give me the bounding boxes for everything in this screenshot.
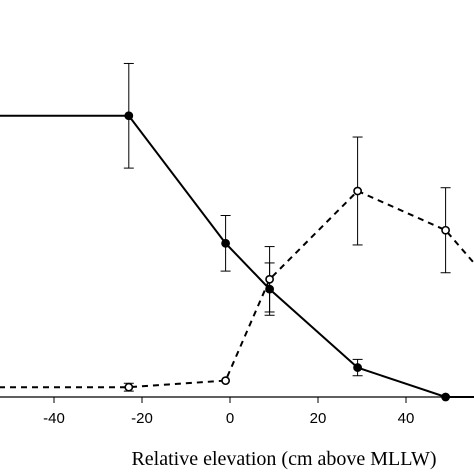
data-point: [265, 274, 274, 284]
data-point: [353, 186, 362, 196]
data-point: [353, 363, 362, 372]
series-group: [0, 62, 474, 402]
series-line: [0, 189, 474, 389]
data-point: [124, 111, 134, 121]
data-point: [441, 225, 450, 235]
x-tick-label: 0: [226, 410, 234, 427]
x-tick-label: -20: [131, 410, 153, 427]
series-dashed: [0, 136, 474, 392]
data-point: [221, 376, 230, 386]
data-point: [124, 382, 134, 392]
x-tick-label: -40: [43, 410, 65, 427]
x-tick-label: 20: [310, 410, 327, 427]
series-solid: [0, 62, 474, 402]
x-axis-title: Relative elevation (cm above MLLW): [131, 448, 436, 470]
axes: -40 -20 0 20 40: [0, 396, 474, 427]
x-tick-label: 40: [398, 410, 415, 427]
data-point: [221, 238, 230, 248]
data-point: [441, 392, 450, 402]
